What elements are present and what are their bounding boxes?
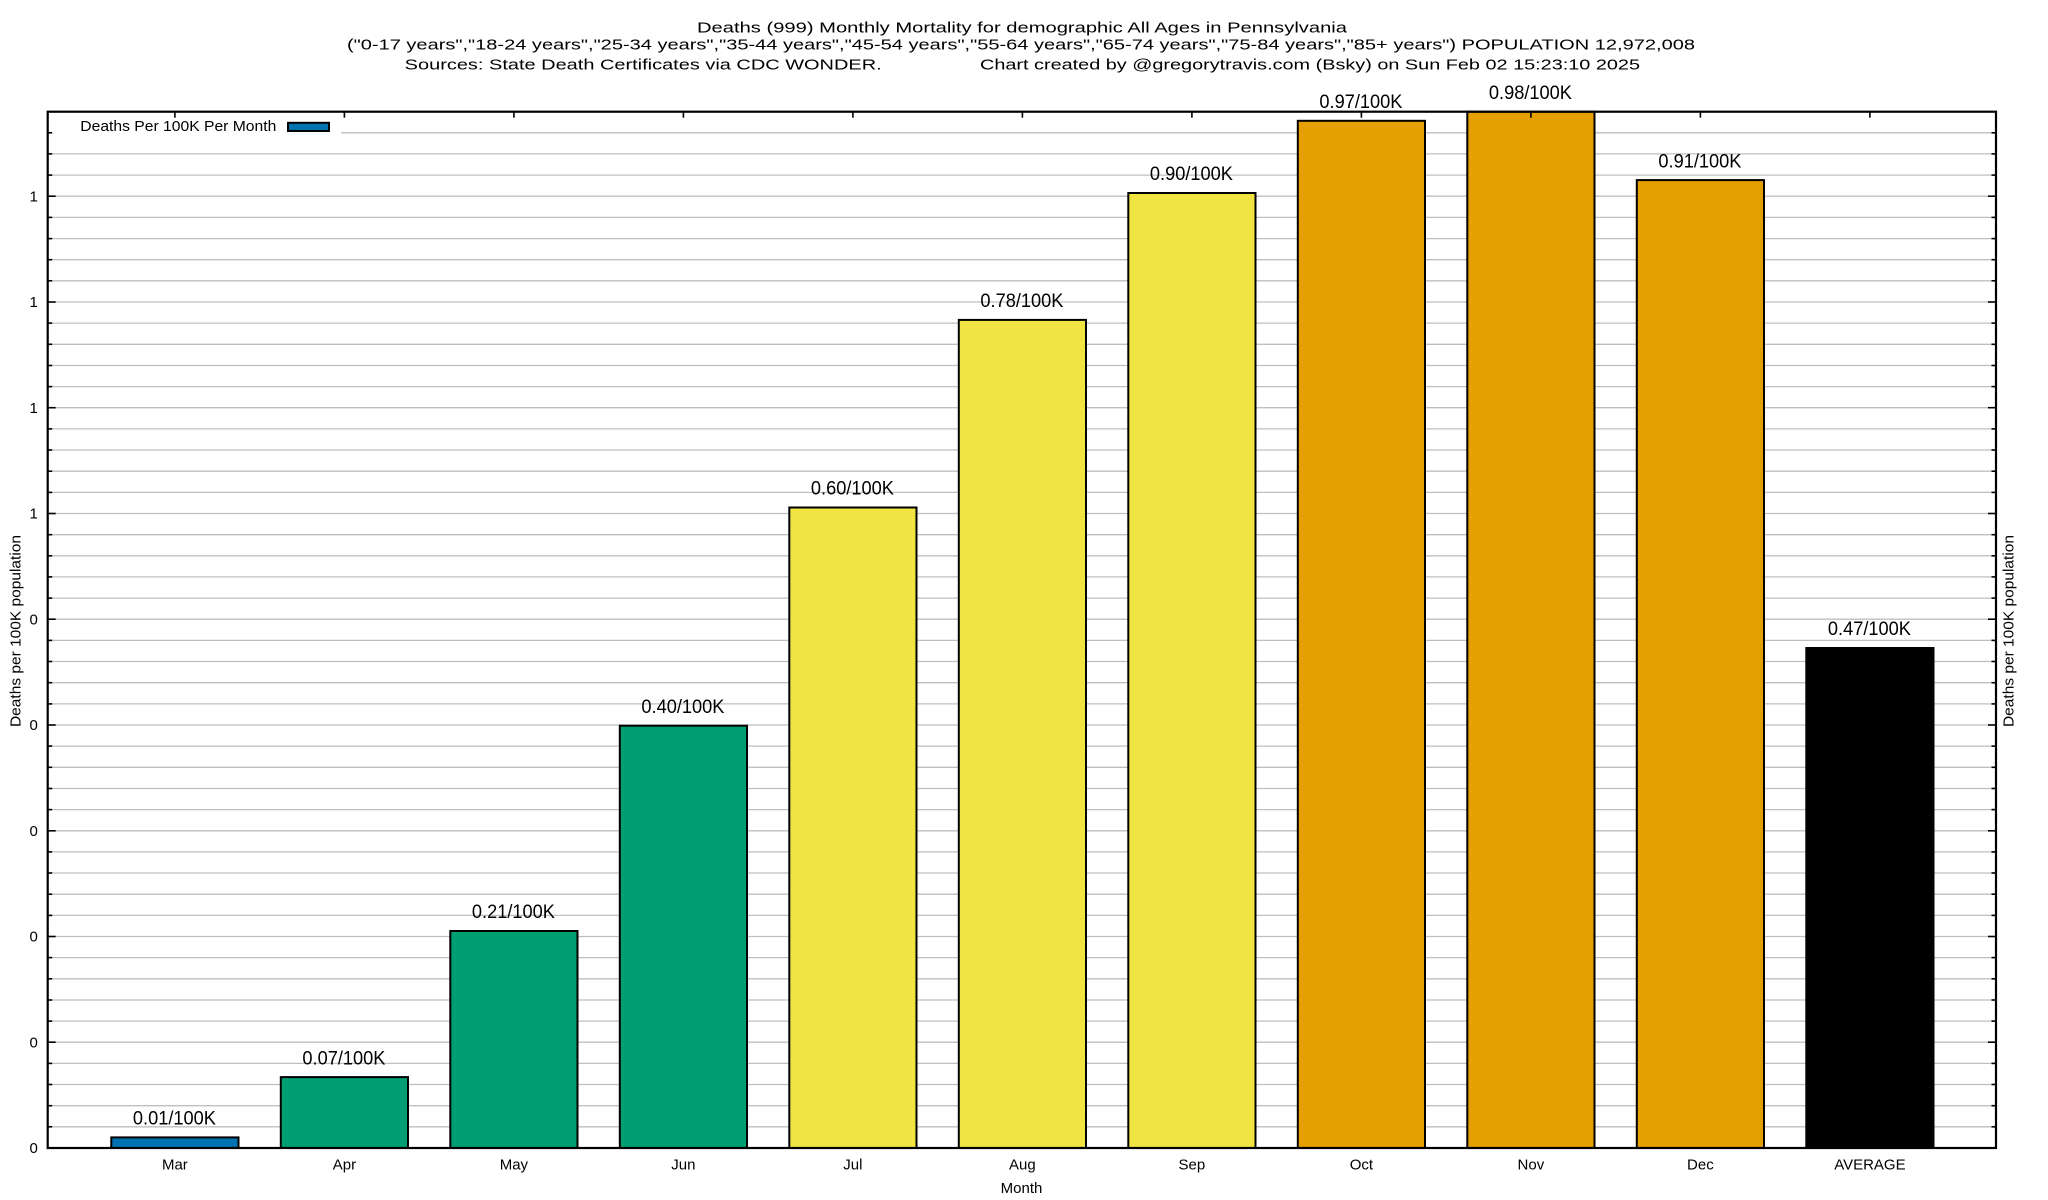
svg-text:Oct: Oct xyxy=(1350,1157,1374,1174)
svg-text:Apr: Apr xyxy=(333,1157,356,1174)
svg-text:0.60/100K: 0.60/100K xyxy=(811,478,894,500)
svg-text:Mar: Mar xyxy=(162,1157,188,1174)
svg-text:0: 0 xyxy=(29,1140,37,1157)
svg-text:1: 1 xyxy=(29,400,37,417)
svg-text:Jun: Jun xyxy=(671,1157,695,1174)
svg-text:0: 0 xyxy=(29,612,37,629)
svg-text:0: 0 xyxy=(29,823,37,840)
svg-text:0.90/100K: 0.90/100K xyxy=(1150,163,1233,185)
svg-text:Jul: Jul xyxy=(843,1157,862,1174)
svg-text:Sources: State Death Certifica: Sources: State Death Certificates via CD… xyxy=(405,57,882,74)
svg-text:0.01/100K: 0.01/100K xyxy=(133,1108,216,1130)
svg-text:0: 0 xyxy=(29,717,37,734)
svg-text:("0-17 years","18-24 years","2: ("0-17 years","18-24 years","25-34 years… xyxy=(347,36,1695,53)
svg-text:Deaths (999) Monthly Mortality: Deaths (999) Monthly Mortality for demog… xyxy=(697,20,1348,37)
svg-text:1: 1 xyxy=(29,294,37,311)
svg-text:Dec: Dec xyxy=(1687,1157,1714,1174)
svg-text:Aug: Aug xyxy=(1009,1157,1036,1174)
svg-text:0.40/100K: 0.40/100K xyxy=(641,696,724,718)
svg-text:0.91/100K: 0.91/100K xyxy=(1658,150,1741,172)
svg-text:0.47/100K: 0.47/100K xyxy=(1828,618,1911,640)
svg-text:Sep: Sep xyxy=(1179,1157,1206,1174)
svg-text:0: 0 xyxy=(29,929,37,946)
svg-text:0.07/100K: 0.07/100K xyxy=(302,1047,385,1069)
svg-text:1: 1 xyxy=(29,506,37,523)
svg-text:AVERAGE: AVERAGE xyxy=(1834,1157,1905,1174)
svg-text:Nov: Nov xyxy=(1518,1157,1545,1174)
svg-text:Chart created by @gregorytravi: Chart created by @gregorytravis.com (Bsk… xyxy=(980,57,1640,74)
svg-text:Deaths per 100K population: Deaths per 100K population xyxy=(2001,535,2018,727)
svg-text:May: May xyxy=(500,1157,529,1174)
svg-text:Month: Month xyxy=(1001,1180,1043,1197)
svg-text:Deaths per 100K population: Deaths per 100K population xyxy=(8,535,25,727)
svg-text:0.98/100K: 0.98/100K xyxy=(1489,82,1572,104)
svg-text:0: 0 xyxy=(29,1035,37,1052)
svg-text:0.21/100K: 0.21/100K xyxy=(472,901,555,923)
svg-text:1: 1 xyxy=(29,188,37,205)
svg-text:0.97/100K: 0.97/100K xyxy=(1319,91,1402,113)
svg-text:0.78/100K: 0.78/100K xyxy=(980,290,1063,312)
svg-text:Deaths Per 100K Per Month: Deaths Per 100K Per Month xyxy=(80,118,276,135)
